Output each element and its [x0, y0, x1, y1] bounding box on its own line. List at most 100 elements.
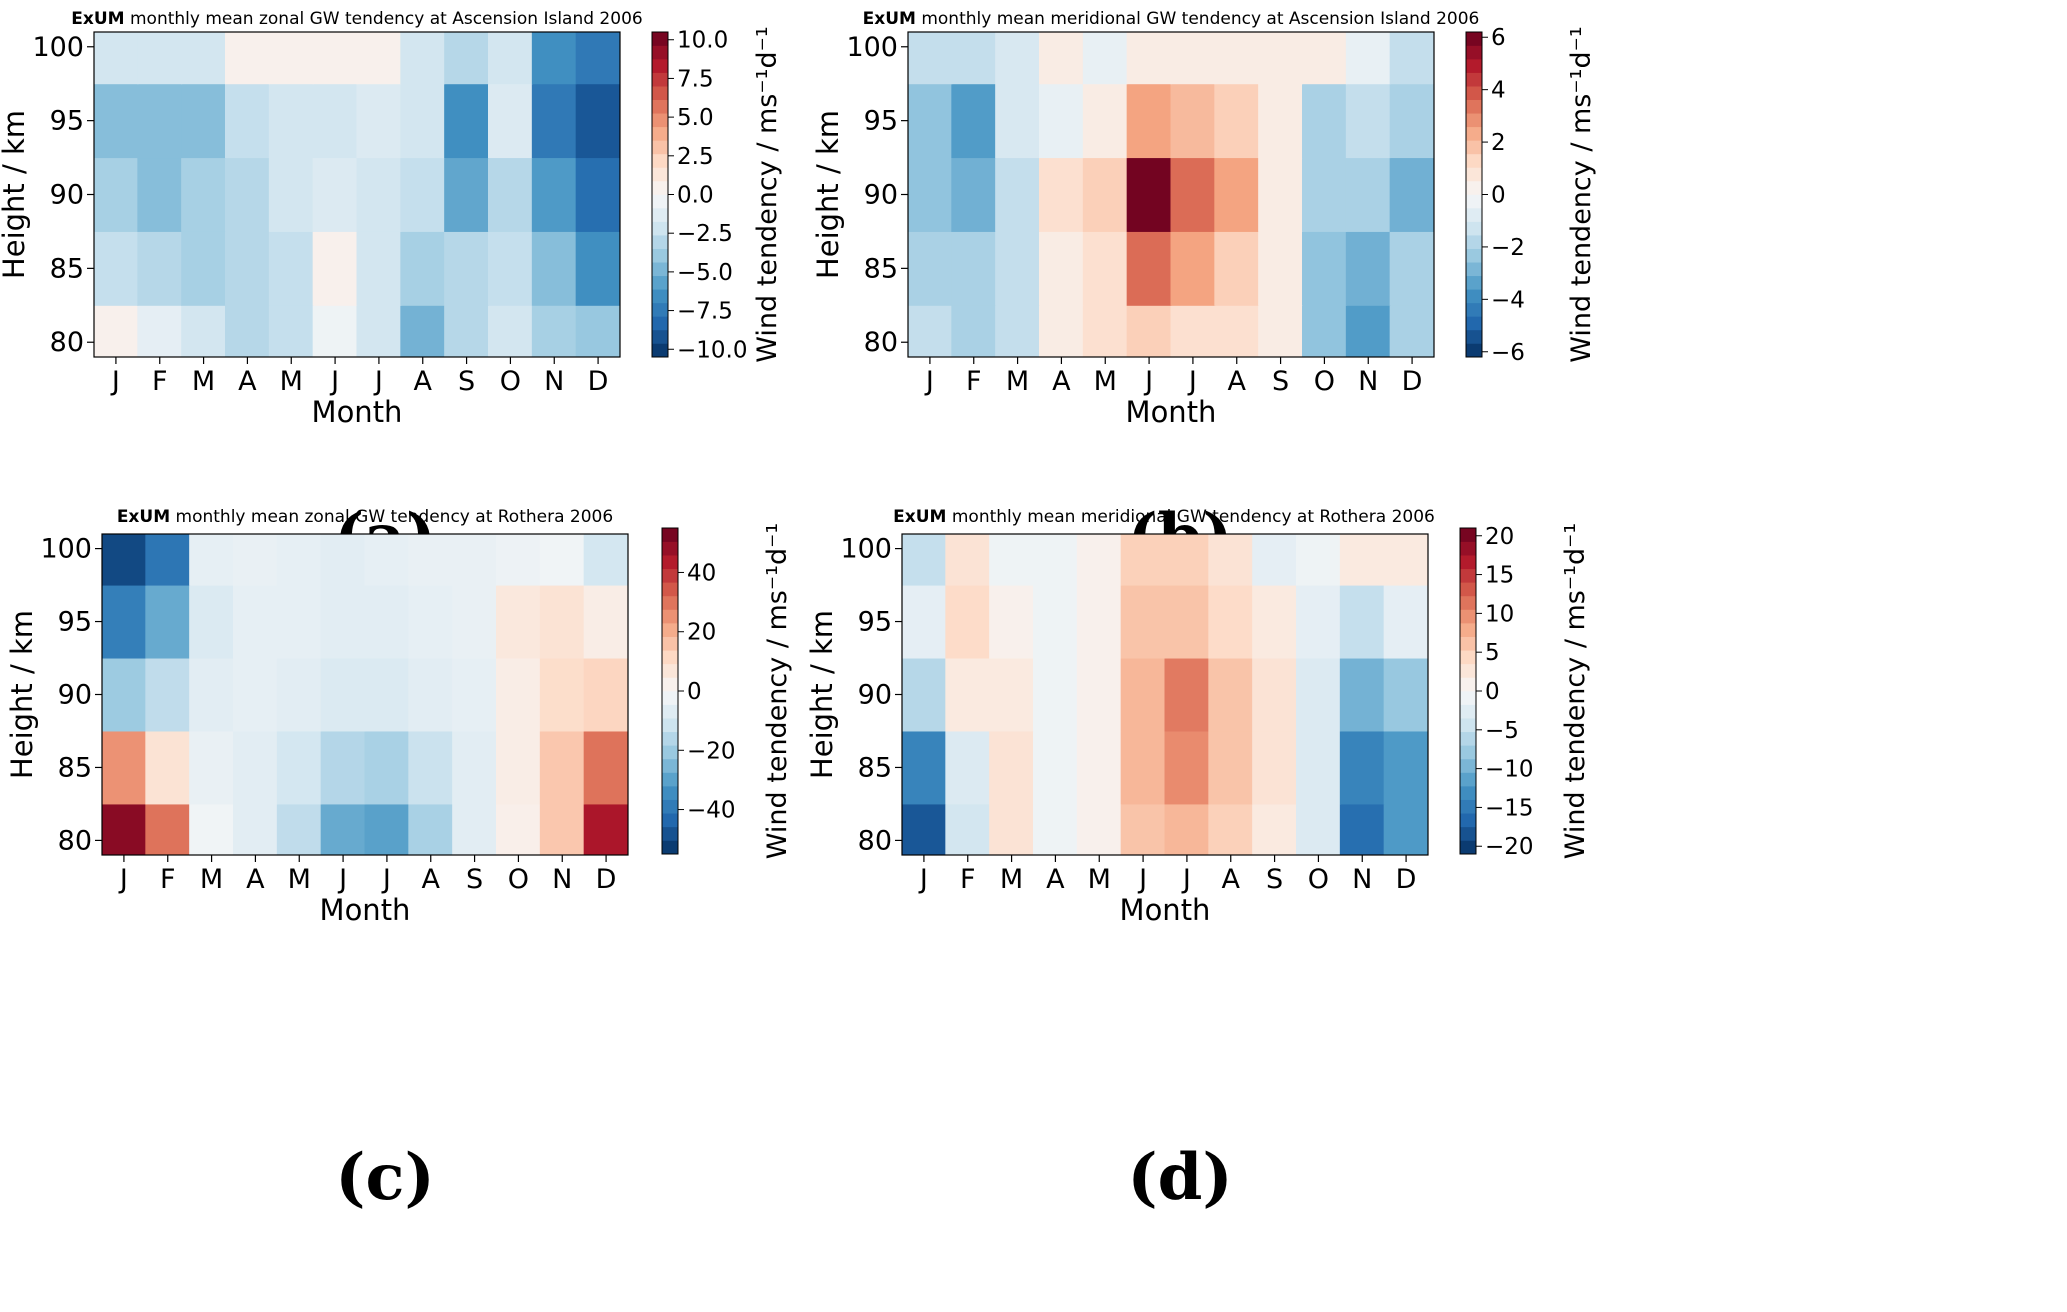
heatmap-cell	[989, 584, 1034, 659]
heatmap-cell	[268, 304, 314, 357]
heatmap-cell	[902, 584, 947, 659]
x-tick-label: J	[118, 864, 128, 895]
heatmap-cell	[312, 157, 358, 232]
heatmap-cell	[989, 730, 1034, 805]
heatmap-cell	[1082, 32, 1128, 85]
heatmap-cell	[1033, 730, 1078, 805]
heatmap-cell	[312, 32, 358, 85]
colorbar-tick-label: 10.0	[677, 28, 728, 54]
chart-title-text: monthly mean zonal GW tendency at Ascens…	[125, 9, 643, 29]
heatmap-cell	[233, 584, 278, 659]
heatmap-cell	[1082, 304, 1128, 357]
colorbar-segment	[652, 207, 668, 222]
x-axis-label: Month	[312, 395, 403, 429]
x-tick-label: J	[924, 366, 934, 397]
heatmap-cell	[233, 803, 278, 855]
colorbar-tick-label: −4	[1491, 287, 1525, 313]
heatmap-cell	[1383, 803, 1428, 855]
heatmap-cell	[1164, 584, 1210, 659]
heatmap-cell	[225, 157, 270, 232]
heatmap-cell	[1296, 584, 1341, 659]
heatmap-cell	[364, 534, 410, 586]
y-tick-label: 100	[32, 32, 84, 63]
x-axis-label: Month	[1126, 395, 1217, 429]
y-tick-label: 95	[58, 607, 92, 638]
heatmap-cell	[225, 32, 270, 85]
colorbar-segment	[1460, 785, 1476, 800]
heatmap-cell	[908, 83, 953, 159]
colorbar-segment	[1460, 745, 1476, 760]
colorbar-tick-label: 7.5	[677, 66, 714, 92]
x-tick-label: N	[544, 366, 564, 397]
heatmap-cell	[488, 83, 533, 159]
colorbar-segment	[1466, 221, 1482, 236]
colorbar-segment	[662, 677, 678, 692]
y-tick-label: 80	[858, 825, 892, 856]
colorbar-tick-label: −20	[1485, 834, 1534, 860]
x-tick-label: A	[1046, 864, 1065, 895]
heatmap-cell	[181, 83, 226, 159]
heatmap-cell	[1170, 32, 1216, 85]
colorbar-segment	[652, 126, 668, 141]
heatmap-cell	[181, 157, 226, 232]
colorbar-segment	[662, 785, 678, 800]
heatmap-cell	[233, 730, 278, 805]
heatmap-cell	[145, 730, 191, 805]
heatmap-cell	[1164, 803, 1210, 855]
heatmap-cell	[531, 230, 577, 306]
colorbar-segment	[1460, 731, 1476, 746]
heatmap-cell	[989, 534, 1034, 586]
heatmap-cell	[94, 304, 139, 357]
colorbar-tick-label: −20	[687, 738, 736, 764]
colorbar-segment	[1466, 207, 1482, 222]
colorbar-segment	[652, 248, 668, 263]
heatmap-cell	[1302, 83, 1347, 159]
colorbar-tick-label: 0	[1485, 679, 1500, 705]
colorbar-segment	[652, 261, 668, 277]
x-tick-label: J	[373, 366, 383, 397]
heatmap-cell	[1383, 584, 1428, 659]
heatmap-cell	[268, 83, 314, 159]
heatmap-cell	[408, 730, 454, 805]
colorbar-segment	[652, 221, 668, 236]
heatmap-cell	[945, 584, 991, 659]
heatmap-cell	[1339, 730, 1385, 805]
colorbar-segment	[662, 649, 678, 665]
heatmap-cell	[400, 157, 446, 232]
heatmap-cell	[1296, 803, 1341, 855]
x-tick-label: J	[918, 864, 928, 895]
chart-panel-c: ExUM monthly mean zonal GW tendency at R…	[0, 490, 1034, 1308]
chart-title: ExUM monthly mean meridional GW tendency…	[863, 9, 1480, 29]
colorbar-label: Wind tendency / ms⁻¹d⁻¹	[762, 523, 793, 859]
heatmap-cell	[320, 730, 366, 805]
colorbar-segment	[662, 636, 678, 651]
heatmap-cell	[320, 803, 366, 855]
heatmap-cell	[1345, 304, 1391, 357]
heatmap-cell	[312, 230, 358, 306]
heatmap-cell	[1252, 803, 1297, 855]
heatmap-cell	[408, 657, 454, 732]
x-tick-label: M	[1006, 366, 1029, 397]
colorbar-segment	[652, 99, 668, 114]
colorbar-tick-label: 6	[1491, 25, 1506, 51]
colorbar-tick-label: 0	[687, 679, 702, 705]
x-tick-label: F	[960, 864, 976, 895]
colorbar-tick-label: −10	[1485, 757, 1534, 783]
heatmap-cell	[1214, 304, 1260, 357]
heatmap-cell	[444, 32, 489, 85]
colorbar-tick-label: −2.5	[677, 221, 733, 247]
heatmap-cell	[1120, 803, 1166, 855]
colorbar-tick-label: −2	[1491, 235, 1525, 261]
colorbar-segment	[652, 194, 668, 209]
x-tick-label: J	[1143, 366, 1153, 397]
heatmap-cell	[995, 32, 1040, 85]
heatmap-cell	[276, 584, 322, 659]
heatmap-cell	[1345, 83, 1391, 159]
heatmap-cell	[531, 83, 577, 159]
heatmap-cell	[1258, 304, 1303, 357]
heatmap-cell	[276, 657, 322, 732]
colorbar-segment	[1466, 261, 1482, 277]
y-tick-label: 95	[864, 106, 898, 137]
heatmap-cell	[1296, 657, 1341, 732]
x-tick-label: O	[1314, 366, 1335, 397]
